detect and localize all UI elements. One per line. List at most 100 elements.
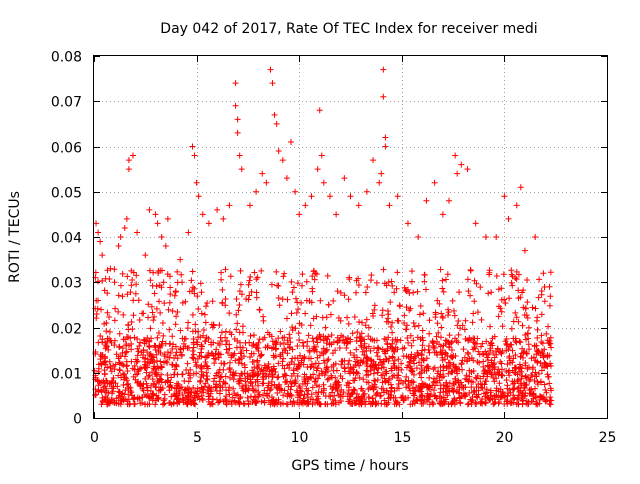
data-point bbox=[263, 179, 270, 186]
data-point bbox=[323, 366, 330, 373]
data-point bbox=[498, 308, 505, 315]
data-point bbox=[336, 336, 343, 343]
data-point bbox=[430, 375, 437, 382]
data-point bbox=[173, 380, 180, 387]
data-point bbox=[110, 375, 117, 382]
data-point bbox=[299, 271, 306, 278]
data-point bbox=[444, 392, 451, 399]
data-point bbox=[124, 291, 131, 298]
data-point bbox=[164, 349, 171, 356]
data-point bbox=[424, 390, 431, 397]
data-point bbox=[130, 312, 137, 319]
data-point bbox=[466, 355, 473, 362]
data-point bbox=[104, 394, 111, 401]
data-point bbox=[167, 350, 174, 357]
data-point bbox=[468, 384, 475, 391]
data-point bbox=[302, 202, 309, 209]
data-point bbox=[157, 309, 164, 316]
data-point bbox=[275, 374, 282, 381]
data-point bbox=[245, 385, 252, 392]
data-point bbox=[128, 318, 135, 325]
data-point bbox=[142, 252, 149, 259]
data-point bbox=[402, 378, 409, 385]
data-point bbox=[405, 394, 412, 401]
data-point bbox=[367, 367, 374, 374]
data-point bbox=[430, 387, 437, 394]
data-point bbox=[521, 247, 528, 254]
data-point bbox=[142, 391, 149, 398]
data-point bbox=[523, 374, 530, 381]
data-point bbox=[451, 401, 458, 408]
data-point bbox=[310, 396, 317, 403]
data-point bbox=[234, 129, 241, 136]
data-point bbox=[289, 346, 296, 353]
data-point bbox=[249, 383, 256, 390]
data-point bbox=[417, 302, 424, 309]
data-point bbox=[346, 398, 353, 405]
data-point bbox=[498, 350, 505, 357]
data-point bbox=[454, 322, 461, 329]
data-point bbox=[534, 334, 541, 341]
data-point bbox=[512, 370, 519, 377]
data-point bbox=[428, 391, 435, 398]
data-point bbox=[123, 375, 130, 382]
data-point bbox=[383, 368, 390, 375]
data-point bbox=[172, 288, 179, 295]
data-point bbox=[105, 399, 112, 406]
data-point bbox=[353, 289, 360, 296]
data-point bbox=[93, 220, 100, 227]
data-point bbox=[118, 393, 125, 400]
data-point bbox=[145, 373, 152, 380]
data-point bbox=[332, 360, 339, 367]
data-point bbox=[389, 373, 396, 380]
data-point bbox=[333, 211, 340, 218]
data-point bbox=[273, 120, 280, 127]
data-point bbox=[194, 393, 201, 400]
data-point bbox=[94, 278, 101, 285]
data-point bbox=[463, 372, 470, 379]
data-point bbox=[390, 394, 397, 401]
data-point bbox=[438, 310, 445, 317]
data-point bbox=[384, 307, 391, 314]
data-point bbox=[423, 397, 430, 404]
data-point bbox=[111, 317, 118, 324]
data-point bbox=[255, 348, 262, 355]
data-point bbox=[458, 361, 465, 368]
data-point bbox=[511, 380, 518, 387]
data-point bbox=[474, 335, 481, 342]
data-point bbox=[177, 327, 184, 334]
data-point bbox=[326, 193, 333, 200]
data-point bbox=[148, 369, 155, 376]
data-point bbox=[182, 386, 189, 393]
data-point bbox=[469, 319, 476, 326]
data-point bbox=[237, 377, 244, 384]
data-point bbox=[168, 361, 175, 368]
data-point bbox=[98, 379, 105, 386]
data-point bbox=[189, 311, 196, 318]
data-point bbox=[519, 354, 526, 361]
data-point bbox=[93, 391, 100, 398]
data-point bbox=[373, 279, 380, 286]
data-point bbox=[354, 354, 361, 361]
data-point bbox=[205, 396, 212, 403]
data-point bbox=[396, 302, 403, 309]
data-point bbox=[354, 329, 361, 336]
data-point bbox=[233, 311, 240, 318]
data-point bbox=[177, 256, 184, 263]
data-point bbox=[450, 362, 457, 369]
data-point bbox=[362, 289, 369, 296]
data-point bbox=[301, 397, 308, 404]
data-point bbox=[289, 289, 296, 296]
data-point bbox=[116, 359, 123, 366]
data-point bbox=[512, 309, 519, 316]
data-point bbox=[283, 378, 290, 385]
data-point bbox=[203, 375, 210, 382]
data-point bbox=[312, 360, 319, 367]
data-point bbox=[510, 355, 517, 362]
data-point bbox=[314, 354, 321, 361]
data-point bbox=[471, 298, 478, 305]
data-point bbox=[305, 355, 312, 362]
data-point bbox=[280, 392, 287, 399]
data-point bbox=[287, 391, 294, 398]
data-point bbox=[415, 322, 422, 329]
